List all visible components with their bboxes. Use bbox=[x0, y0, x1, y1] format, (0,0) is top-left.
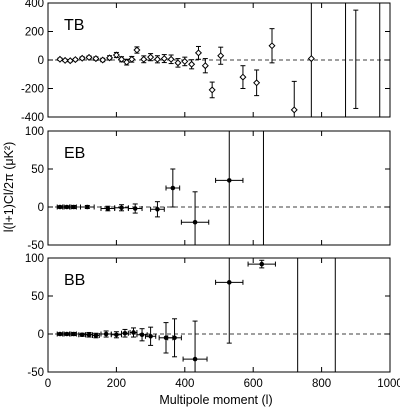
y-tick-label: 50 bbox=[31, 291, 44, 303]
y-tick-label: -50 bbox=[27, 240, 44, 252]
data-point bbox=[119, 205, 124, 211]
y-tick-label: 0 bbox=[38, 202, 44, 214]
data-point bbox=[239, 73, 247, 81]
y-tick-label: 50 bbox=[31, 164, 44, 176]
data-point bbox=[99, 56, 107, 64]
data-point bbox=[167, 55, 175, 63]
y-tick-label: 200 bbox=[25, 27, 44, 39]
data-point bbox=[78, 54, 86, 62]
y-axis-title: l(l+1)Cl/2π (μK²) bbox=[2, 142, 16, 233]
data-point bbox=[208, 86, 216, 94]
plot-frame bbox=[47, 130, 391, 246]
data-point bbox=[64, 204, 70, 210]
data-point bbox=[122, 330, 128, 336]
data-point bbox=[201, 62, 209, 70]
data-point bbox=[192, 219, 198, 225]
x-tick-label: 400 bbox=[175, 378, 194, 390]
y-tick-label: -400 bbox=[21, 112, 44, 124]
data-point bbox=[114, 332, 119, 338]
panel-label: EB bbox=[64, 145, 85, 162]
data-point bbox=[79, 332, 85, 338]
data-point bbox=[106, 54, 114, 62]
x-tick-label: 0 bbox=[45, 378, 51, 390]
data-point bbox=[71, 56, 79, 64]
panel-tb: 400 200 0 -200 -400 TB bbox=[21, 0, 391, 124]
y-tick-label: -200 bbox=[21, 84, 44, 96]
data-point bbox=[163, 335, 169, 341]
x-tick-label: 600 bbox=[244, 378, 263, 390]
data-point bbox=[268, 42, 276, 50]
x-tick-label: 200 bbox=[107, 378, 126, 390]
y-tick-label: 100 bbox=[25, 253, 44, 265]
data-point bbox=[290, 106, 298, 114]
data-point bbox=[172, 335, 177, 341]
data-point bbox=[66, 57, 74, 65]
y-tick-label: 0 bbox=[38, 55, 44, 67]
panel-label: TB bbox=[64, 17, 84, 34]
x-tick-label: 1000 bbox=[377, 378, 400, 390]
data-point bbox=[170, 185, 176, 191]
data-point bbox=[112, 51, 120, 59]
x-tick-label: 800 bbox=[312, 378, 331, 390]
data-point bbox=[217, 52, 225, 60]
data-point bbox=[188, 60, 196, 68]
data-point bbox=[85, 204, 90, 210]
data-point bbox=[194, 49, 202, 57]
data-point bbox=[307, 55, 315, 63]
data-point bbox=[118, 55, 126, 63]
y-tick-label: -50 bbox=[27, 367, 44, 379]
data-point bbox=[160, 55, 168, 63]
data-point bbox=[153, 55, 161, 63]
data-point bbox=[226, 280, 232, 285]
plot-frame bbox=[47, 257, 391, 373]
data-point bbox=[148, 333, 153, 339]
data-point bbox=[57, 204, 63, 210]
data-point bbox=[57, 331, 63, 337]
data-point bbox=[132, 206, 138, 211]
data-point bbox=[253, 79, 261, 87]
data-point bbox=[85, 53, 93, 61]
data-point bbox=[181, 57, 189, 65]
data-point bbox=[128, 55, 136, 63]
data-point bbox=[155, 206, 160, 212]
data-point bbox=[131, 330, 136, 335]
data-point bbox=[103, 331, 109, 337]
data-point bbox=[192, 356, 198, 362]
y-tick-label: 100 bbox=[25, 126, 44, 138]
data-point bbox=[86, 332, 92, 338]
data-point bbox=[226, 178, 232, 183]
data-point bbox=[71, 331, 76, 337]
data-point bbox=[71, 204, 76, 210]
y-tick-label: 400 bbox=[25, 0, 44, 10]
data-point bbox=[93, 333, 99, 338]
x-axis-title: Multipole moment (l) bbox=[159, 393, 272, 407]
data-point bbox=[123, 58, 131, 66]
panel-label: BB bbox=[64, 272, 85, 289]
panel-eb: 100 50 0 -50 EB bbox=[25, 126, 391, 252]
y-tick-label: 0 bbox=[38, 329, 44, 341]
data-point bbox=[64, 331, 70, 337]
data-point bbox=[174, 59, 182, 67]
data-point bbox=[133, 46, 141, 54]
data-point bbox=[105, 206, 111, 211]
data-point bbox=[139, 332, 145, 338]
data-point bbox=[147, 53, 155, 61]
data-point bbox=[56, 55, 64, 63]
data-point bbox=[259, 261, 265, 267]
data-point bbox=[92, 55, 100, 63]
data-point bbox=[140, 55, 148, 63]
data-point bbox=[61, 56, 69, 64]
